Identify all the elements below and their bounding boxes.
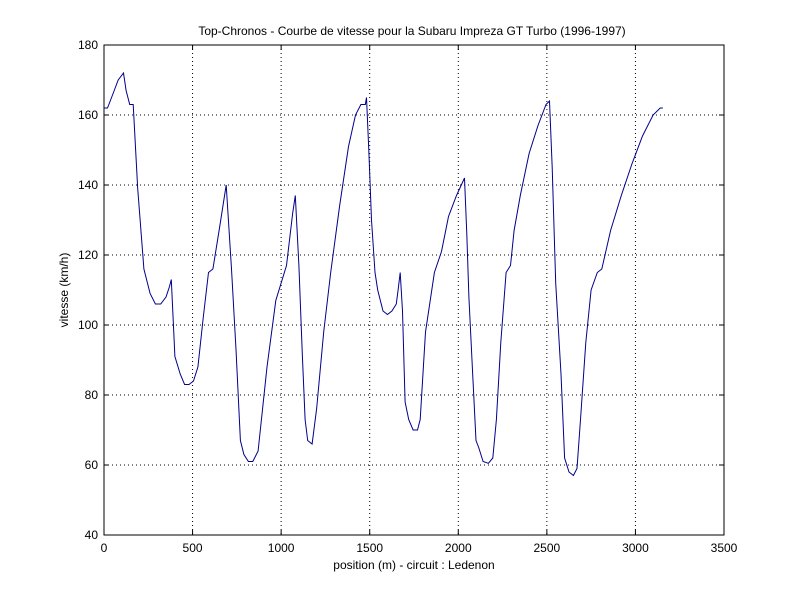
x-tick-label: 2500 <box>534 541 561 555</box>
x-tick-label: 500 <box>183 541 203 555</box>
x-tick-label: 1000 <box>268 541 295 555</box>
x-tick-label: 3500 <box>711 541 738 555</box>
y-tick-label: 180 <box>78 38 98 52</box>
chart-title: Top-Chronos - Courbe de vitesse pour la … <box>198 24 625 38</box>
y-tick-label: 40 <box>85 528 99 542</box>
y-tick-label: 140 <box>78 178 98 192</box>
y-tick-label: 60 <box>85 458 99 472</box>
y-tick-label: 80 <box>85 388 99 402</box>
speed-series-line <box>104 71 663 477</box>
x-tick-label: 1500 <box>356 541 383 555</box>
y-tick-label: 120 <box>78 248 98 262</box>
axis-ticks: 0 500 1000 1500 2000 2500 3000 3500 40 60 80 100 120… <box>78 38 738 555</box>
y-tick-label: 160 <box>78 108 98 122</box>
y-axis-title: vitesse (km/h) <box>57 253 71 328</box>
grid-lines <box>104 45 724 535</box>
x-axis-title: position (m) - circuit : Ledenon <box>333 558 494 572</box>
plot-frame <box>103 44 725 536</box>
y-tick-label: 100 <box>78 318 98 332</box>
x-tick-label: 2000 <box>445 541 472 555</box>
x-tick-label: 0 <box>101 541 108 555</box>
x-tick-label: 3000 <box>622 541 649 555</box>
